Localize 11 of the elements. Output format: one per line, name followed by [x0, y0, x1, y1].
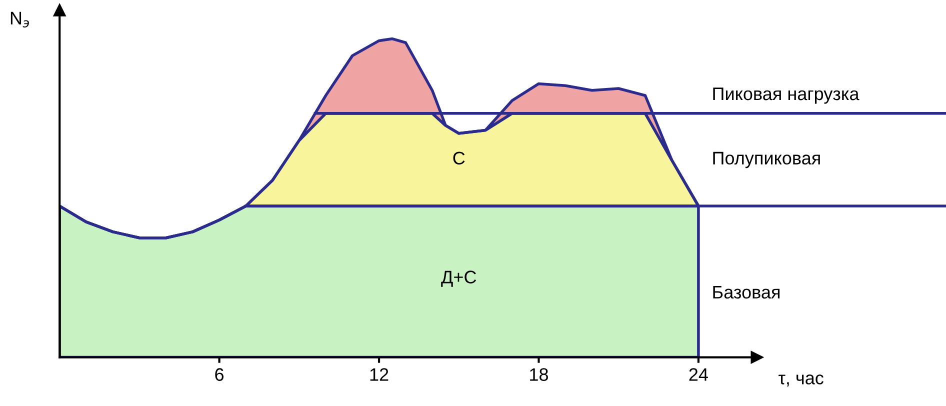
annotation: С [453, 152, 465, 165]
x-tick-label: 18 [530, 368, 548, 381]
x-tick-label: 12 [370, 368, 388, 381]
x-tick-label: 24 [689, 368, 708, 381]
annotation: Базовая [713, 286, 780, 299]
annotation: Полупиковая [713, 152, 820, 168]
annotation: Д+С [441, 270, 476, 287]
x-axis-title: τ, час [778, 374, 824, 387]
y-axis-title: N$_{э}$ [10, 12, 29, 28]
x-tick-label: 6 [215, 368, 224, 381]
ref-line-label: Пиковая нагрузка [713, 88, 860, 104]
